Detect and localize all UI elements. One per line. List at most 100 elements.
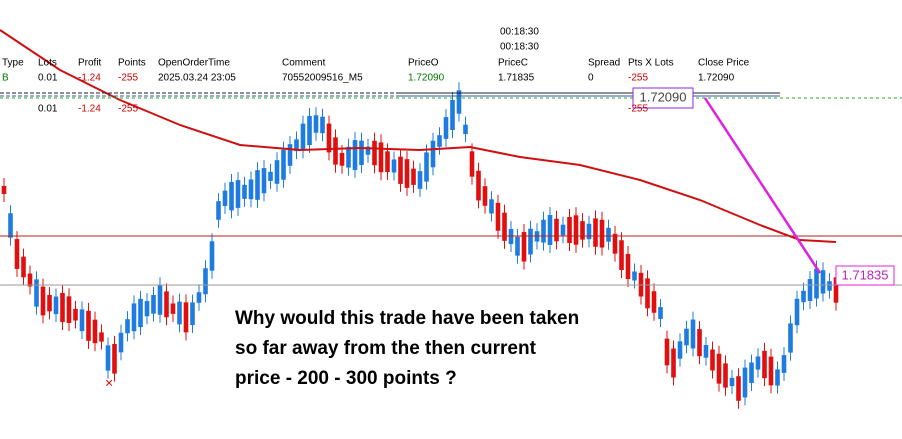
candle-body <box>86 310 91 341</box>
candle-body <box>391 159 397 173</box>
candle-body <box>515 236 520 256</box>
candle-body <box>723 363 728 388</box>
candle-body <box>339 152 345 166</box>
candle-body <box>495 202 501 231</box>
candle-body <box>365 146 371 155</box>
candle-body <box>424 152 429 182</box>
candle-body <box>40 286 46 316</box>
row-cell: -255 <box>628 73 648 84</box>
candle-body <box>716 353 722 384</box>
candle-body <box>684 328 689 346</box>
candle-body <box>599 219 605 248</box>
column-header: PriceO <box>408 58 439 69</box>
candle-body <box>612 233 618 254</box>
candle-body <box>229 181 234 211</box>
candle-body <box>352 140 358 170</box>
close-mark: × <box>105 375 113 391</box>
candle-body <box>632 271 637 281</box>
candle-body <box>222 190 228 206</box>
column-header: Pts X Lots <box>628 58 674 69</box>
candle-body <box>203 268 208 295</box>
candle-body <box>398 156 403 184</box>
candle-body <box>625 253 631 280</box>
summary-cell: 0.01 <box>38 104 58 115</box>
candle-body <box>807 279 813 301</box>
candle-body <box>8 213 13 238</box>
candle-body <box>216 201 221 220</box>
candle-body <box>300 123 306 151</box>
candle-body <box>586 223 592 240</box>
column-header: Comment <box>282 58 326 69</box>
row-cell: -255 <box>118 73 138 84</box>
candle-body <box>151 294 156 314</box>
candle-body <box>437 135 442 147</box>
price-box <box>835 265 895 286</box>
trade-panel: 00:18:30 00:18:30 Type Lots Profit Points Op… <box>2 27 750 115</box>
points-label: -255 <box>628 104 648 115</box>
candle-body <box>775 369 780 386</box>
candle-body <box>27 273 33 287</box>
candle-body <box>333 137 338 165</box>
candle-body <box>593 218 598 247</box>
candle-body <box>281 149 286 180</box>
candle-body <box>118 332 124 353</box>
candle-body <box>261 168 267 194</box>
candle-body <box>73 308 78 321</box>
row-cell: 1.72090 <box>698 73 735 84</box>
candle-body <box>209 241 215 271</box>
column-header: Type <box>2 58 24 69</box>
row-cell: 1.72090 <box>408 73 445 84</box>
candle-body <box>92 319 98 344</box>
candle-body <box>469 151 475 177</box>
candle-body <box>658 307 663 319</box>
candle-body <box>801 290 806 303</box>
candle-body <box>677 341 683 359</box>
candle-body <box>645 278 650 309</box>
candle-body <box>827 281 832 291</box>
candle-body <box>66 296 72 323</box>
column-header: PriceC <box>498 58 528 69</box>
row-cell: 2025.03.24 23:05 <box>158 73 236 84</box>
candle-body <box>580 221 585 240</box>
candle-body <box>170 303 176 314</box>
candle-body <box>690 319 696 349</box>
candle-body <box>359 140 364 165</box>
candle-body <box>547 215 553 245</box>
candle-body <box>47 294 52 312</box>
candle-body <box>164 291 169 318</box>
candle-body <box>274 160 280 184</box>
summary-cell: -1.24 <box>78 104 101 115</box>
candle-body <box>833 277 839 303</box>
candle-body <box>235 180 241 208</box>
candle-body <box>541 219 546 243</box>
candle-body <box>794 298 800 326</box>
annotation-line: price - 200 - 300 points ? <box>235 368 457 389</box>
candle-body <box>528 228 533 255</box>
column-header: Spread <box>588 58 620 69</box>
candle-body <box>177 301 182 325</box>
row-cell: 0.01 <box>38 73 58 84</box>
candle-body <box>703 344 709 358</box>
candle-body <box>664 338 670 366</box>
candle-body <box>482 186 488 206</box>
candle-body <box>21 256 26 278</box>
candle-body <box>417 171 423 189</box>
row-cell: 0 <box>588 73 594 84</box>
column-header: Lots <box>38 58 57 69</box>
candle-body <box>138 298 143 328</box>
candle-body <box>671 348 676 378</box>
close-price-label: 1.71835 <box>842 267 889 282</box>
column-header: OpenOrderTime <box>158 58 230 69</box>
candle-body <box>768 356 774 386</box>
annotation-line: so far away from the then current <box>235 338 537 359</box>
candle-body <box>619 240 624 270</box>
candle-body <box>346 146 351 168</box>
candle-body <box>183 302 189 333</box>
candle-body <box>606 227 611 242</box>
candle-body <box>255 170 260 200</box>
candle-body <box>573 215 579 245</box>
candle-body <box>190 302 195 326</box>
candle-body <box>755 356 761 370</box>
